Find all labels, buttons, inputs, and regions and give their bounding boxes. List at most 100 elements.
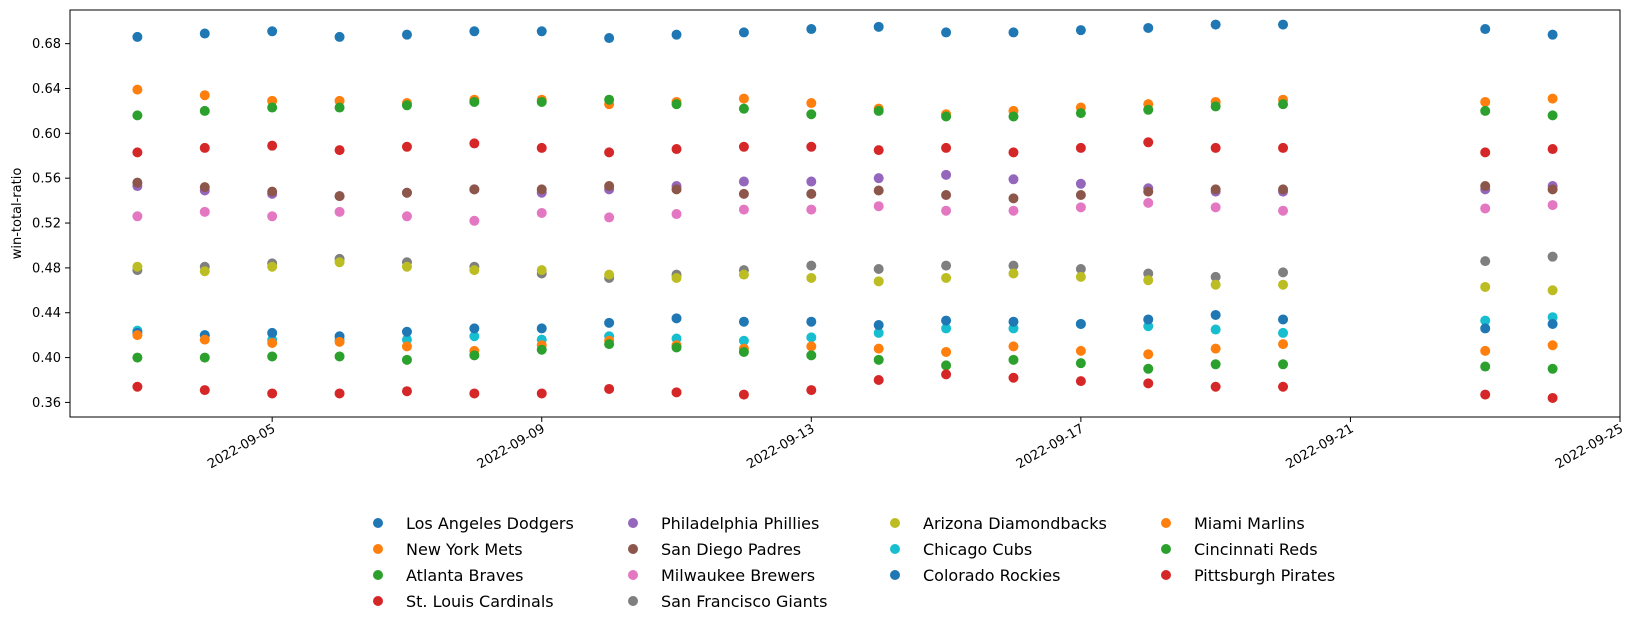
data-point	[536, 388, 547, 399]
legend-label: Miami Marlins	[1194, 514, 1305, 533]
y-tick-label: 0.68	[32, 37, 61, 52]
data-point	[806, 141, 817, 152]
x-tick-label: 2022-09-17	[1014, 421, 1087, 472]
data-point	[1143, 349, 1154, 360]
data-point	[1480, 323, 1491, 334]
data-point	[1210, 279, 1221, 290]
data-point	[267, 211, 278, 222]
data-point	[1547, 200, 1558, 211]
data-point	[1480, 256, 1491, 267]
data-point	[1547, 144, 1558, 155]
legend-marker	[1161, 544, 1171, 554]
y-tick-label: 0.44	[32, 306, 61, 321]
data-point	[132, 381, 143, 392]
y-tick-label: 0.48	[32, 261, 61, 276]
legend-marker	[890, 518, 900, 528]
data-point	[334, 206, 345, 217]
data-point	[199, 334, 210, 345]
legend-marker	[373, 544, 383, 554]
data-point	[1278, 314, 1289, 325]
data-point	[401, 100, 412, 111]
data-point	[1143, 104, 1154, 115]
data-point	[1075, 202, 1086, 213]
data-point	[199, 90, 210, 101]
data-point	[738, 176, 749, 187]
data-point	[1278, 279, 1289, 290]
data-point	[334, 257, 345, 268]
data-point	[873, 185, 884, 196]
data-point	[401, 187, 412, 198]
data-point	[671, 209, 682, 220]
data-point	[401, 29, 412, 40]
data-point	[604, 339, 615, 350]
data-point	[199, 206, 210, 217]
data-point	[1143, 186, 1154, 197]
y-axis-ticks: 0.36 0.40 0.44 0.48 0.52 0.56 0.60 0.64 0.68	[32, 37, 70, 411]
data-point	[941, 272, 952, 283]
data-point	[873, 145, 884, 156]
data-point	[1278, 267, 1289, 278]
data-point	[806, 109, 817, 120]
legend-marker	[1161, 518, 1171, 528]
data-point	[806, 316, 817, 327]
data-point	[469, 350, 480, 361]
data-point	[1075, 108, 1086, 119]
data-point	[1008, 174, 1019, 185]
data-point	[1075, 376, 1086, 387]
x-tick-label: 2022-09-13	[744, 421, 817, 472]
data-point	[132, 211, 143, 222]
data-point	[334, 388, 345, 399]
legend: Los Angeles Dodgers New York Mets Atlanta …	[373, 514, 1335, 611]
data-point	[1480, 203, 1491, 214]
data-point	[469, 96, 480, 107]
data-point	[1075, 142, 1086, 153]
data-point	[941, 315, 952, 326]
data-point	[199, 182, 210, 193]
data-point	[806, 350, 817, 361]
data-point	[536, 344, 547, 355]
data-point	[469, 138, 480, 149]
data-point	[671, 144, 682, 155]
data-point	[1547, 392, 1558, 403]
data-point	[1210, 202, 1221, 213]
y-axis-label: win-total-ratio	[10, 168, 25, 260]
data-point	[806, 24, 817, 35]
y-tick-label: 0.60	[32, 127, 61, 142]
legend-label: Milwaukee Brewers	[661, 566, 815, 585]
data-point	[1075, 358, 1086, 369]
data-point	[334, 351, 345, 362]
legend-marker	[373, 570, 383, 580]
legend-label: Chicago Cubs	[923, 540, 1032, 559]
data-point	[671, 29, 682, 40]
data-point	[334, 145, 345, 156]
data-point	[1075, 25, 1086, 36]
data-point	[1480, 105, 1491, 116]
data-point	[873, 21, 884, 32]
data-point	[1210, 359, 1221, 370]
data-point	[536, 323, 547, 334]
data-point	[1008, 268, 1019, 279]
data-point	[1008, 111, 1019, 122]
data-point	[536, 96, 547, 107]
data-point	[1210, 19, 1221, 30]
data-point	[604, 181, 615, 192]
data-point	[267, 351, 278, 362]
data-point	[1480, 147, 1491, 158]
data-point	[1075, 264, 1086, 274]
data-point	[941, 360, 952, 371]
data-point	[1278, 359, 1289, 370]
data-point	[1210, 324, 1221, 335]
data-point	[1008, 316, 1019, 327]
data-point	[132, 330, 143, 341]
data-point	[806, 98, 817, 109]
data-point	[1143, 314, 1154, 325]
data-point	[806, 204, 817, 215]
data-point	[1210, 381, 1221, 392]
data-point	[941, 27, 952, 38]
legend-label: San Francisco Giants	[661, 592, 827, 611]
data-point	[1008, 205, 1019, 216]
x-tick-label: 2022-09-21	[1283, 421, 1356, 472]
data-point	[401, 354, 412, 365]
data-point	[267, 140, 278, 151]
